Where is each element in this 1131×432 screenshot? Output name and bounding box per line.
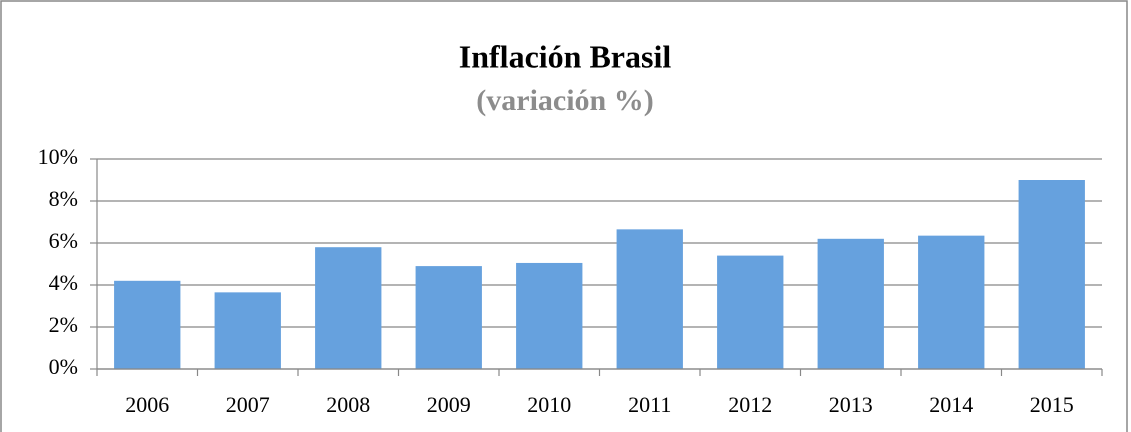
bar xyxy=(214,292,281,369)
x-tick-label: 2015 xyxy=(1030,392,1074,417)
bar xyxy=(717,255,784,369)
y-tick-label: 6% xyxy=(49,228,78,253)
x-tick-label: 2012 xyxy=(728,392,772,417)
x-tick-label: 2011 xyxy=(628,392,671,417)
y-tick-label: 0% xyxy=(49,354,78,379)
y-tick-label: 4% xyxy=(49,270,78,295)
y-tick-label: 8% xyxy=(49,186,78,211)
bar xyxy=(415,266,482,369)
x-tick-label: 2013 xyxy=(829,392,873,417)
bar xyxy=(114,280,181,369)
x-tick-label: 2007 xyxy=(226,392,270,417)
bar xyxy=(315,247,382,369)
bar xyxy=(918,235,985,369)
x-tick-label: 2010 xyxy=(527,392,571,417)
bar xyxy=(616,229,683,369)
x-tick-label: 2014 xyxy=(929,392,973,417)
y-tick-label: 2% xyxy=(49,312,78,337)
chart-title: Inflación Brasil xyxy=(459,38,672,74)
x-tick-label: 2009 xyxy=(427,392,471,417)
bar xyxy=(1018,180,1085,369)
bar xyxy=(817,238,884,369)
y-tick-label: 10% xyxy=(38,144,78,169)
bar xyxy=(516,262,583,369)
x-tick-label: 2008 xyxy=(326,392,370,417)
chart-subtitle: (variación %) xyxy=(476,84,653,117)
x-tick-label: 2006 xyxy=(125,392,169,417)
